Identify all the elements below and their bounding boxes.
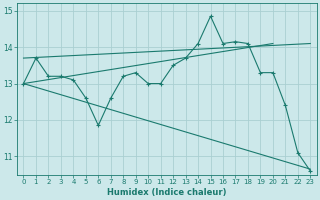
X-axis label: Humidex (Indice chaleur): Humidex (Indice chaleur) [107,188,227,197]
